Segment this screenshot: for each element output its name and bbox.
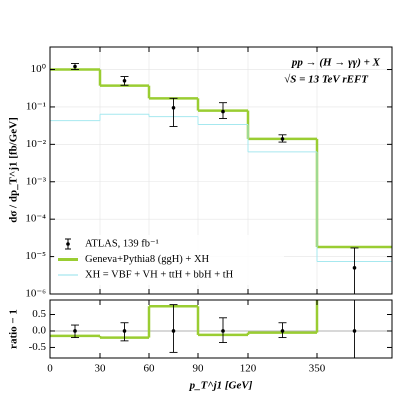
data-point	[122, 78, 127, 83]
data-point	[122, 329, 127, 333]
x-tick-label: 120	[240, 363, 257, 375]
ratio-frame	[49, 299, 393, 359]
legend-box	[54, 235, 284, 285]
y-tick-label: 10⁻³	[26, 175, 47, 187]
y-tick-label: 10⁻⁶	[25, 288, 46, 300]
ratio-plot-area	[50, 300, 392, 358]
legend-swatch	[66, 242, 70, 246]
y-tick-label: 10⁻⁵	[25, 250, 46, 262]
x-tick-label: 90	[193, 363, 205, 375]
annotation: √S = 13 TeV rEFT	[284, 74, 369, 86]
data-point	[280, 137, 285, 141]
x-tick-label: 60	[144, 363, 156, 375]
data-point	[221, 329, 225, 333]
data-point	[73, 329, 77, 333]
data-point	[73, 64, 77, 69]
y-tick-label: 10⁻⁴	[25, 213, 46, 225]
data-point	[171, 329, 176, 333]
data-point	[352, 329, 357, 333]
y-tick-label: 0.0	[32, 325, 46, 337]
main-plot-area	[50, 47, 392, 294]
legend-label: ATLAS, 139 fb⁻¹	[85, 238, 159, 249]
y-tick-label: 10⁻²	[26, 138, 47, 150]
x-axis-label: p_T^j1 [GeV]	[189, 380, 253, 392]
legend-label: XH = VBF + VH + ttH + bbH + tH	[85, 269, 234, 280]
x-tick-label: 0	[47, 363, 53, 375]
y-tick-label: 10⁻¹	[26, 100, 46, 112]
y-tick-label: 10⁰	[31, 63, 47, 75]
main-frame	[49, 46, 393, 295]
y-axis-label: dσ / dp_T^j1 [fb/GeV]	[8, 117, 20, 223]
axes: 10⁻⁶ 10⁻⁵ 10⁻⁴ 10⁻³ 10⁻² 10⁻¹ 10⁰ ATLAS, 139 fb…	[25, 47, 392, 375]
y-tick-label: 0.5	[32, 308, 46, 320]
x-tick-label: 30	[95, 363, 107, 375]
y-tick-label: -0.5	[29, 341, 47, 353]
annotation: pp → (H → γγ) + X	[291, 57, 381, 69]
legend-label: Geneva+Pythia8 (ggH) + XH	[85, 254, 210, 265]
ratio-axis-label: ratio − 1	[8, 309, 20, 349]
data-point	[352, 266, 357, 270]
data-point	[280, 329, 285, 333]
data-point	[221, 109, 225, 114]
x-tick-label: 350	[309, 363, 326, 375]
data-point	[171, 105, 176, 110]
